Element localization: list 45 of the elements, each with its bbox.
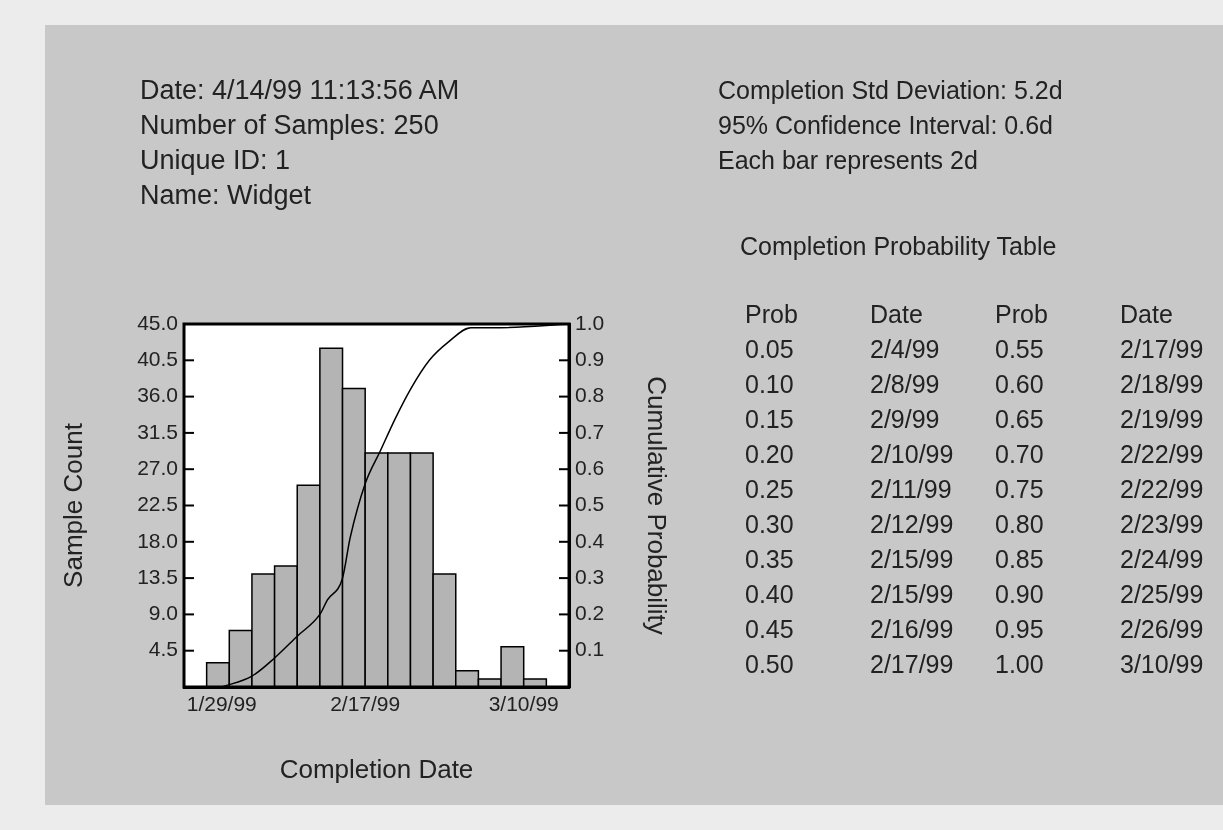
y2-tick-label: 0.9 <box>575 347 605 371</box>
text: 0.35 2/15/99 0.85 2/24/99 <box>745 545 1204 573</box>
text: 0.30 2/12/99 0.80 2/23/99 <box>745 510 1204 538</box>
text: Date: 4/14/99 11:13:56 AM <box>140 74 460 107</box>
text: 0.45 2/16/99 0.95 2/26/99 <box>745 615 1204 643</box>
y2-tick-label: 0.3 <box>575 564 605 588</box>
text: 0.20 2/10/99 0.70 2/22/99 <box>745 440 1204 468</box>
text: 0.25 2/11/99 0.75 2/22/99 <box>745 475 1204 503</box>
text: Completion Probability Table <box>740 232 1057 261</box>
text: 0.50 2/17/99 1.00 3/10/99 <box>745 650 1204 678</box>
text: Each bar represents 2d <box>718 145 979 176</box>
y-tick-label: 40.5 <box>137 347 178 371</box>
y-tick-label: 18.0 <box>137 528 178 552</box>
y2-tick-label: 0.4 <box>575 528 605 552</box>
y-tick-label: 9.0 <box>148 601 178 625</box>
y-tick-label: 36.0 <box>137 383 178 407</box>
y-tick-label: 27.0 <box>137 456 178 479</box>
y2-tick-label: 0.2 <box>575 601 605 625</box>
y2-tick-label: 0.6 <box>575 456 605 479</box>
text: 0.15 2/9/99 0.65 2/19/99 <box>745 405 1204 433</box>
text: Number of Samples: 250 <box>140 109 440 142</box>
text: 95% Confidence Interval: 0.6d <box>718 110 1054 141</box>
y2-axis-title: Cumulative Probability <box>642 376 673 635</box>
text: Unique ID: 1 <box>140 144 292 177</box>
y-axis-title: Sample Count <box>57 422 88 588</box>
y2-tick-label: 1.0 <box>575 310 605 334</box>
x-tick-label: 3/10/99 <box>488 692 559 716</box>
y-tick-label: 22.5 <box>137 492 178 516</box>
y-tick-label: 4.5 <box>148 637 178 661</box>
y2-tick-label: 0.1 <box>575 637 605 661</box>
text: 0.05 2/4/99 0.55 2/17/99 <box>745 335 1204 363</box>
y2-tick-label: 0.8 <box>575 383 605 407</box>
x-tick-label: 2/17/99 <box>330 692 401 716</box>
y-tick-label: 13.5 <box>137 564 178 588</box>
y-tick-label: 45.0 <box>137 310 178 334</box>
text: Name: Widget <box>140 179 313 212</box>
text: Prob Date Prob Date <box>745 300 1173 328</box>
y2-tick-label: 0.7 <box>575 419 605 443</box>
text: Completion Std Deviation: 5.2d <box>718 75 1063 106</box>
y2-tick-label: 0.5 <box>575 492 605 516</box>
y-tick-label: 31.5 <box>137 419 178 443</box>
x-axis-title: Completion Date <box>279 753 474 784</box>
text: 0.10 2/8/99 0.60 2/18/99 <box>745 370 1204 398</box>
text: 0.40 2/15/99 0.90 2/25/99 <box>745 580 1204 608</box>
x-tick-label: 1/29/99 <box>186 692 257 716</box>
